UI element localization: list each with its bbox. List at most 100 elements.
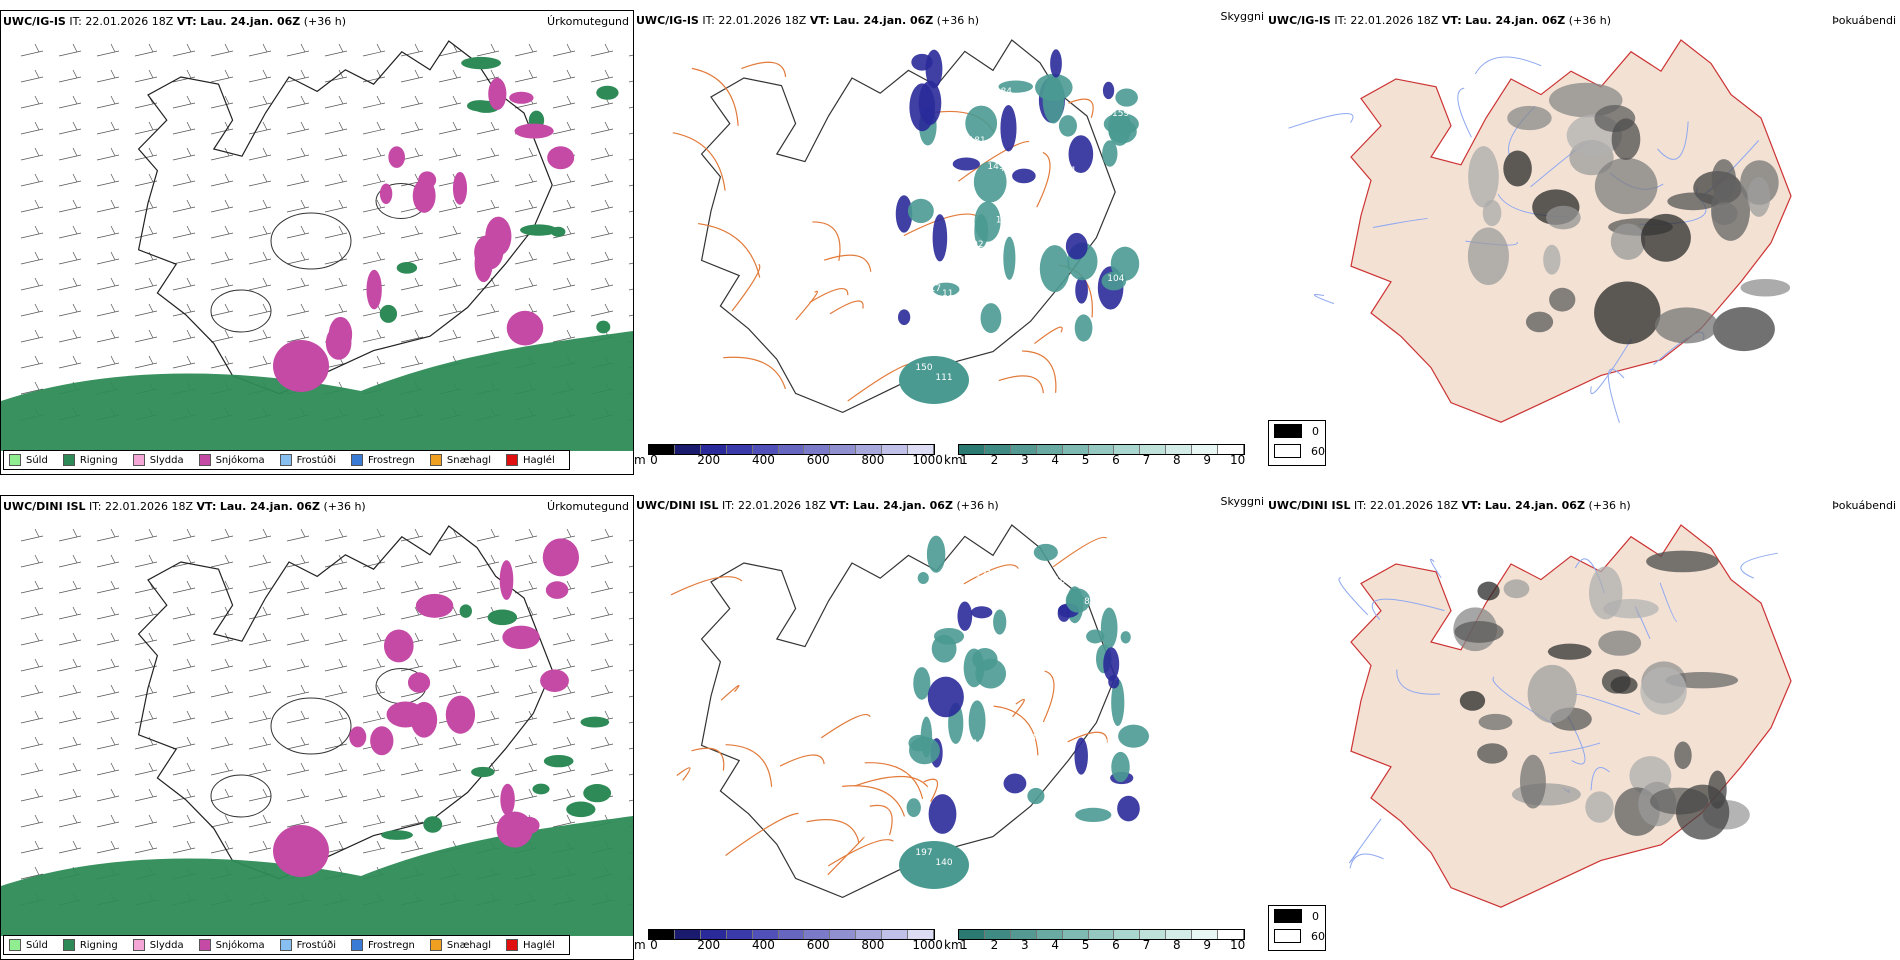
snow-cell [514, 123, 554, 139]
fog-index-area [1525, 311, 1554, 333]
wind-barb [96, 69, 120, 83]
wind-barb [20, 147, 44, 161]
wind-barb [134, 710, 158, 724]
wind-barb [210, 736, 234, 750]
wind-barb [438, 121, 462, 135]
wind-barb [362, 43, 386, 57]
wind-barb [400, 554, 424, 568]
wind-barb [58, 69, 82, 83]
wind-barb [248, 43, 272, 57]
wind-barb [438, 329, 462, 343]
wind-barb [400, 303, 424, 317]
legend-swatch [506, 939, 519, 951]
legend-item: Rigning [62, 454, 118, 466]
wind-barb [628, 132, 633, 135]
colorbar-step [1062, 930, 1089, 939]
wind-barb [324, 173, 348, 187]
snow-cell [452, 171, 468, 205]
fog-index-area [1467, 227, 1509, 286]
wind-barb [210, 251, 234, 265]
vt-label: VT: [809, 14, 830, 27]
colorbar-tick: 5 [1081, 938, 1090, 952]
low-visibility-area [932, 214, 948, 262]
colorbar-step [700, 445, 727, 454]
wind-barb [20, 173, 44, 187]
legend-swatch [198, 939, 211, 951]
visibility-value-label: 113 [973, 739, 990, 749]
wind-barb [476, 788, 500, 802]
wind-barb [438, 277, 462, 291]
wind-barb [20, 251, 44, 265]
wind-barb [210, 684, 234, 698]
wind-barb [134, 606, 158, 620]
wind-barb [438, 684, 462, 698]
wind-barb [134, 329, 158, 343]
wind-barb [210, 95, 234, 109]
visibility-value-label: 140 [935, 858, 952, 868]
vt-label: VT: [176, 15, 197, 28]
wind-barb [172, 814, 196, 828]
river [1288, 113, 1354, 129]
wind-barb [20, 788, 44, 802]
legend-label: Snæhagl [446, 939, 492, 951]
wind-barb [400, 788, 424, 802]
legend-label: Súld [26, 939, 48, 951]
wind-barb [552, 95, 576, 109]
visibility-value-label: 149 [987, 162, 1004, 172]
wind-barb [210, 147, 234, 161]
fog-legend-swatch [1274, 424, 1302, 438]
it-value: 22.01.2026 18Z [1370, 499, 1459, 512]
visibility-value-label: 159 [1112, 109, 1129, 119]
visibility-value-label: 104 [1107, 274, 1124, 284]
wind-barb [134, 840, 158, 854]
wind-barb [324, 762, 348, 776]
wind-barb [248, 684, 272, 698]
wind-barb [58, 814, 82, 828]
wind-barb [438, 251, 462, 265]
wind-barb [286, 736, 310, 750]
legend-item: Snjókoma [198, 939, 265, 951]
colorbar-step [804, 930, 831, 939]
wind-barb [172, 69, 196, 83]
wind-barb [552, 121, 576, 135]
lead-time: (+36 h) [323, 500, 366, 513]
wind-barb [58, 95, 82, 109]
wind-barb [628, 262, 633, 265]
wind-barb [134, 658, 158, 672]
vt-value: Lau. 24.jan. 06Z [852, 499, 953, 512]
wind-barb [20, 762, 44, 776]
visibility-value-label: 65 [1103, 570, 1114, 580]
fog-index-area [1454, 621, 1504, 643]
visibility-value-label: 17 [930, 284, 941, 294]
road [809, 288, 849, 304]
wind-barb [286, 43, 310, 57]
rain-cell [566, 801, 596, 818]
wind-barb [552, 684, 576, 698]
precip-type-title: Úrkomutegund [547, 15, 629, 28]
fog-legend: 0 60 [1268, 905, 1326, 951]
it-label: IT: [702, 14, 715, 27]
wind-barb [552, 225, 576, 239]
wind-barb [362, 355, 386, 369]
wind-barb [248, 736, 272, 750]
wind-barb [400, 225, 424, 239]
wind-barb [286, 225, 310, 239]
low-visibility-area [895, 195, 913, 233]
model-name: UWC/DINI ISL [3, 500, 86, 513]
colorbar-tick: 10 [1229, 453, 1246, 467]
wind-barb [286, 303, 310, 317]
colorbar-tick: 7 [1142, 938, 1151, 952]
legend-label: Snæhagl [446, 454, 492, 466]
wind-barb [286, 251, 310, 265]
road [923, 778, 939, 802]
wind-barb [362, 147, 386, 161]
wind-barb [476, 121, 500, 135]
wind-barb [96, 528, 120, 542]
wind-barb [96, 606, 120, 620]
road [1034, 326, 1063, 345]
wind-barb [286, 788, 310, 802]
legend-swatch [506, 454, 519, 466]
colorbar-tick: 600 [806, 453, 830, 467]
wind-barb [628, 184, 633, 187]
wind-barb [400, 658, 424, 672]
